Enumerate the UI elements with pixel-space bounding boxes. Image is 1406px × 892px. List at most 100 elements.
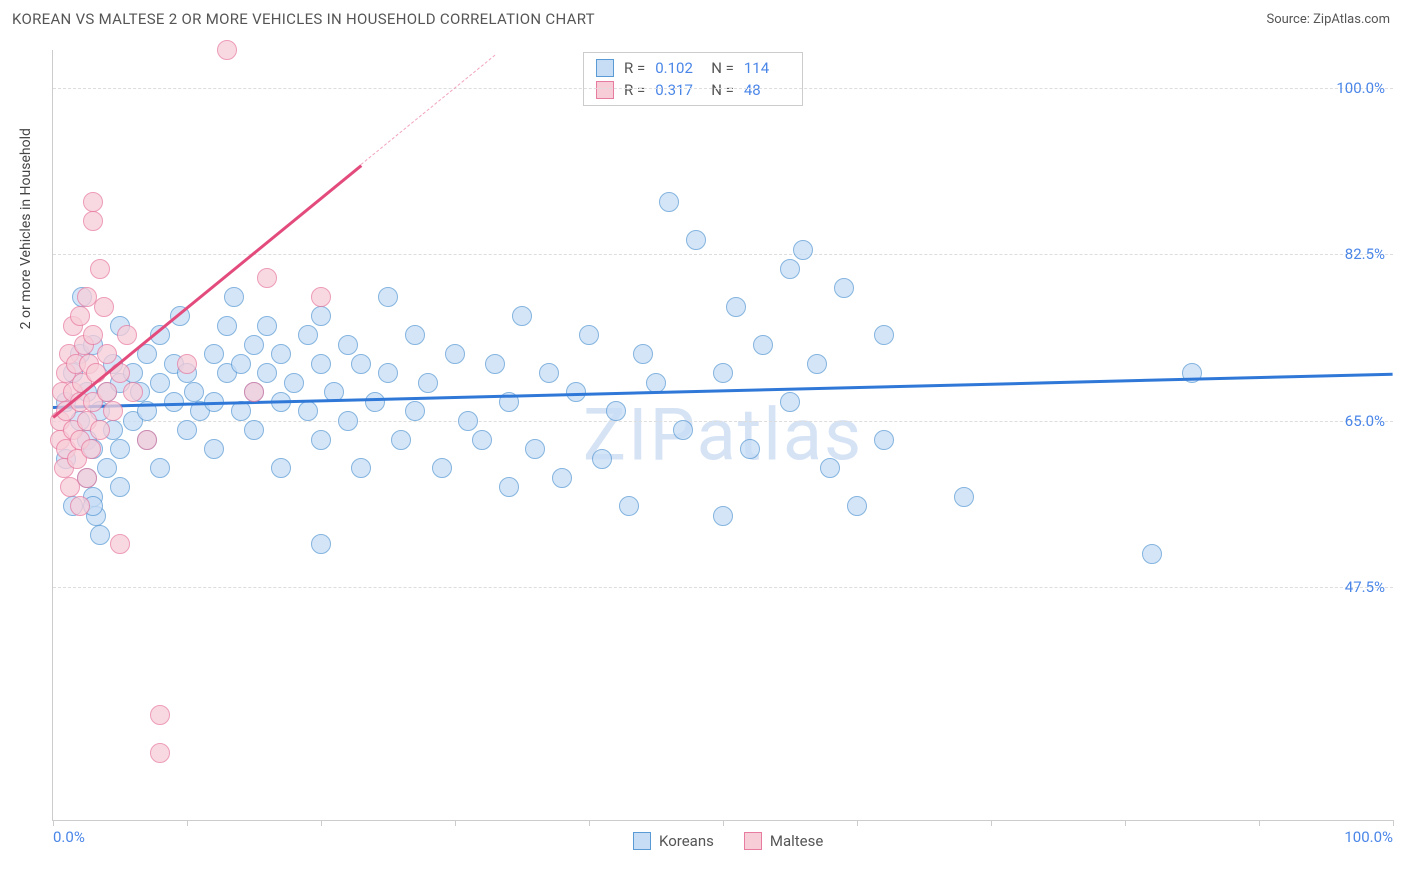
stats-legend: R = 0.102 N = 114 R = 0.317 N = 48 <box>583 52 803 106</box>
x-tick <box>1259 820 1260 826</box>
data-point <box>257 316 277 336</box>
data-point <box>244 382 264 402</box>
data-point <box>271 344 291 364</box>
legend-swatch-maltese <box>744 832 762 850</box>
x-tick-label: 100.0% <box>1344 828 1393 846</box>
data-point <box>539 363 559 383</box>
data-point <box>820 458 840 478</box>
data-point <box>217 40 237 60</box>
data-point <box>432 458 452 478</box>
data-point <box>244 335 264 355</box>
data-point <box>378 287 398 307</box>
data-point <box>405 325 425 345</box>
chart-header: KOREAN VS MALTESE 2 OR MORE VEHICLES IN … <box>0 0 1406 36</box>
data-point <box>793 240 813 260</box>
data-point <box>579 325 599 345</box>
data-point <box>847 496 867 516</box>
x-tick <box>455 820 456 826</box>
data-point <box>780 259 800 279</box>
data-point <box>97 382 117 402</box>
data-point <box>103 401 123 421</box>
data-point <box>646 373 666 393</box>
data-point <box>150 705 170 725</box>
x-tick <box>589 820 590 826</box>
data-point <box>90 259 110 279</box>
data-point <box>874 430 894 450</box>
data-point <box>110 477 130 497</box>
data-point <box>1142 544 1162 564</box>
x-tick <box>321 820 322 826</box>
legend-swatch-korean <box>633 832 651 850</box>
trend-line-dashed <box>361 55 496 165</box>
data-point <box>244 420 264 440</box>
data-point <box>954 487 974 507</box>
data-point <box>177 420 197 440</box>
y-tick-label: 65.0% <box>1345 412 1385 430</box>
data-point <box>231 401 251 421</box>
data-point <box>713 363 733 383</box>
data-point <box>97 458 117 478</box>
data-point <box>70 306 90 326</box>
data-point <box>365 392 385 412</box>
chart-title: KOREAN VS MALTESE 2 OR MORE VEHICLES IN … <box>12 10 595 28</box>
stats-n-korean: 114 <box>744 59 790 77</box>
stats-row-korean: R = 0.102 N = 114 <box>596 57 790 79</box>
data-point <box>338 411 358 431</box>
data-point <box>418 373 438 393</box>
x-tick <box>187 820 188 826</box>
data-point <box>137 430 157 450</box>
data-point <box>83 325 103 345</box>
data-point <box>485 354 505 374</box>
y-tick-label: 100.0% <box>1336 79 1385 97</box>
y-tick-label: 82.5% <box>1345 245 1385 263</box>
data-point <box>284 373 304 393</box>
data-point <box>298 401 318 421</box>
chart-source: Source: ZipAtlas.com <box>1266 12 1390 27</box>
x-tick <box>991 820 992 826</box>
bottom-legend: Koreans Maltese <box>633 832 823 850</box>
data-point <box>874 325 894 345</box>
data-point <box>123 382 143 402</box>
data-point <box>77 468 97 488</box>
data-point <box>673 420 693 440</box>
data-point <box>224 287 244 307</box>
stats-r-maltese: 0.317 <box>655 81 701 99</box>
data-point <box>94 297 114 317</box>
x-tick <box>53 820 54 826</box>
data-point <box>338 335 358 355</box>
data-point <box>177 354 197 374</box>
data-point <box>633 344 653 364</box>
data-point <box>97 344 117 364</box>
y-axis-label: 2 or more Vehicles in Household <box>18 128 34 329</box>
data-point <box>499 477 519 497</box>
data-point <box>217 316 237 336</box>
stats-row-maltese: R = 0.317 N = 48 <box>596 79 790 101</box>
data-point <box>458 411 478 431</box>
data-point <box>110 534 130 554</box>
data-point <box>405 401 425 421</box>
data-point <box>257 268 277 288</box>
x-tick <box>1393 820 1394 826</box>
data-point <box>83 211 103 231</box>
data-point <box>271 458 291 478</box>
data-point <box>311 306 331 326</box>
data-point <box>686 230 706 250</box>
data-point <box>311 354 331 374</box>
x-tick <box>857 820 858 826</box>
gridline <box>53 88 1393 89</box>
data-point <box>204 344 224 364</box>
scatter-chart: ZIPatlas R = 0.102 N = 114 R = 0.317 N =… <box>52 50 1393 821</box>
data-point <box>81 439 101 459</box>
data-point <box>619 496 639 516</box>
data-point <box>834 278 854 298</box>
data-point <box>592 449 612 469</box>
legend-label-korean: Koreans <box>659 832 714 850</box>
stats-n-label: N = <box>711 59 734 77</box>
data-point <box>351 354 371 374</box>
stats-r-label: R = <box>624 81 645 99</box>
gridline <box>53 587 1393 588</box>
data-point <box>753 335 773 355</box>
data-point <box>298 325 318 345</box>
data-point <box>552 468 572 488</box>
data-point <box>257 363 277 383</box>
